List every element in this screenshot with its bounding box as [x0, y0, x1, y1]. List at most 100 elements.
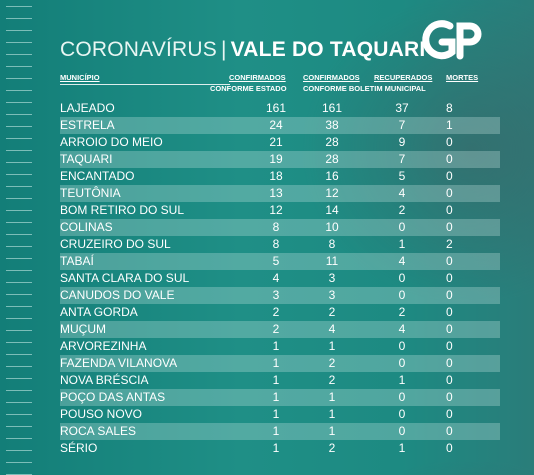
- confirmados-boletim-cell: 11: [325, 254, 339, 268]
- recuperados-cell: 4: [398, 186, 406, 200]
- confirmados-boletim-cell: 16: [325, 169, 339, 183]
- mortes-cell: 0: [446, 322, 453, 336]
- recuperados-cell: 7: [398, 118, 406, 132]
- table-row: TEUTÔNIA 13 12 4 0: [0, 185, 534, 202]
- municipio-cell: LAJEADO: [60, 101, 115, 115]
- row-band: [60, 389, 500, 406]
- confirmados-estado-cell: 8: [272, 237, 280, 251]
- confirmados-estado-cell: 2: [272, 305, 280, 319]
- mortes-cell: 0: [446, 135, 453, 149]
- confirmados-boletim-cell: 2: [328, 373, 336, 387]
- row-band: [60, 219, 500, 236]
- municipio-cell: MUÇUM: [60, 322, 106, 336]
- mortes-cell: 0: [446, 203, 453, 217]
- mortes-cell: 0: [446, 407, 453, 421]
- mortes-cell: 0: [446, 305, 453, 319]
- table-row: COLINAS 8 10 0 0: [0, 219, 534, 236]
- table-row: ESTRELA 24 38 7 1: [0, 117, 534, 134]
- recuperados-cell: 0: [398, 339, 406, 353]
- mortes-cell: 1: [446, 118, 453, 132]
- recuperados-cell: 1: [398, 373, 406, 387]
- title-separator: |: [221, 38, 227, 61]
- table-row: POUSO NOVO 1 1 0 0: [0, 406, 534, 423]
- municipio-cell: FAZENDA VILANOVA: [60, 356, 178, 370]
- logo-text: GP: [454, 60, 456, 62]
- recuperados-cell: 4: [398, 254, 406, 268]
- recuperados-cell: 1: [398, 237, 406, 251]
- mortes-cell: 2: [446, 237, 453, 251]
- mortes-cell: 0: [446, 390, 453, 404]
- header-municipio: MUNICÍPIO: [60, 73, 100, 82]
- mortes-cell: 0: [446, 339, 453, 353]
- confirmados-estado-cell: 5: [272, 254, 280, 268]
- recuperados-cell: 0: [398, 288, 406, 302]
- municipio-cell: ENCANTADO: [60, 169, 135, 183]
- confirmados-estado-cell: 4: [272, 271, 280, 285]
- table-row: ANTA GORDA 2 2 2 0: [0, 304, 534, 321]
- mortes-cell: 0: [446, 356, 453, 370]
- confirmados-boletim-cell: 14: [325, 203, 339, 217]
- table-row: POÇO DAS ANTAS 1 1 0 0: [0, 389, 534, 406]
- row-band: [60, 151, 500, 168]
- confirmados-estado-cell: 18: [269, 169, 283, 183]
- municipio-cell: TAQUARI: [60, 152, 113, 166]
- header-mortes: MORTES: [446, 73, 479, 82]
- table-row: ROCA SALES 1 1 0 0: [0, 423, 534, 440]
- municipio-cell: POUSO NOVO: [60, 407, 143, 421]
- mortes-cell: 0: [446, 424, 453, 438]
- municipio-cell: COLINAS: [60, 220, 113, 234]
- table-row: ARROIO DO MEIO 21 28 9 0: [0, 134, 534, 151]
- mortes-cell: 0: [446, 373, 453, 387]
- row-band: [60, 355, 500, 372]
- confirmados-boletim-cell: 1: [328, 339, 336, 353]
- table-row: BOM RETIRO DO SUL 12 14 2 0: [0, 202, 534, 219]
- confirmados-estado-cell: 1: [272, 373, 280, 387]
- title-region: VALE DO TAQUARI: [230, 38, 426, 61]
- municipio-cell: NOVA BRÉSCIA: [60, 373, 149, 387]
- confirmados-boletim-cell: 10: [325, 220, 339, 234]
- recuperados-cell: 5: [398, 169, 406, 183]
- municipio-cell: BOM RETIRO DO SUL: [60, 203, 185, 217]
- confirmados-boletim-cell: 1: [328, 407, 336, 421]
- confirmados-boletim-cell: 28: [325, 135, 339, 149]
- mortes-cell: 0: [446, 271, 453, 285]
- municipio-cell: CANUDOS DO VALE: [60, 288, 175, 302]
- confirmados-estado-cell: 1: [272, 441, 280, 455]
- table-row: SÉRIO 1 2 1 0: [0, 440, 534, 457]
- recuperados-cell: 2: [398, 305, 406, 319]
- confirmados-boletim-cell: 4: [328, 322, 336, 336]
- table-row: MUÇUM 2 4 4 0: [0, 321, 534, 338]
- header-rule: [60, 84, 230, 85]
- table-row: TABAÍ 5 11 4 0: [0, 253, 534, 270]
- confirmados-boletim-cell: 12: [325, 186, 339, 200]
- confirmados-estado-cell: 1: [272, 339, 280, 353]
- recuperados-cell: 37: [395, 101, 409, 115]
- row-band: [60, 423, 500, 440]
- table-row: ENCANTADO 18 16 5 0: [0, 168, 534, 185]
- gp-logo: GP: [422, 20, 482, 62]
- municipio-cell: TABAÍ: [60, 254, 94, 268]
- mortes-cell: 0: [446, 254, 453, 268]
- header-conforme-boletim: CONFORME BOLETIM MUNICIPAL: [303, 84, 426, 93]
- recuperados-cell: 9: [398, 135, 406, 149]
- mortes-cell: 0: [446, 152, 453, 166]
- confirmados-estado-cell: 2: [272, 322, 280, 336]
- header-recuperados: RECUPERADOS: [374, 73, 433, 82]
- confirmados-boletim-cell: 2: [328, 305, 336, 319]
- confirmados-estado-cell: 1: [272, 407, 280, 421]
- table-row: LAJEADO 161 161 37 8: [0, 100, 534, 117]
- header-confirmados-estado: CONFIRMADOS: [229, 73, 286, 82]
- confirmados-estado-cell: 8: [272, 220, 280, 234]
- mortes-cell: 0: [446, 220, 453, 234]
- mortes-cell: 0: [446, 288, 453, 302]
- table-row: FAZENDA VILANOVA 1 2 0 0: [0, 355, 534, 372]
- recuperados-cell: 0: [398, 407, 406, 421]
- confirmados-boletim-cell: 38: [325, 118, 339, 132]
- confirmados-boletim-cell: 2: [328, 356, 336, 370]
- confirmados-boletim-cell: 1: [328, 390, 336, 404]
- mortes-cell: 0: [446, 441, 453, 455]
- header-conforme-estado: CONFORME ESTADO: [210, 84, 287, 93]
- title-prefix: CORONAVÍRUS: [60, 38, 217, 61]
- confirmados-boletim-cell: 161: [321, 101, 343, 115]
- mortes-cell: 8: [446, 101, 453, 115]
